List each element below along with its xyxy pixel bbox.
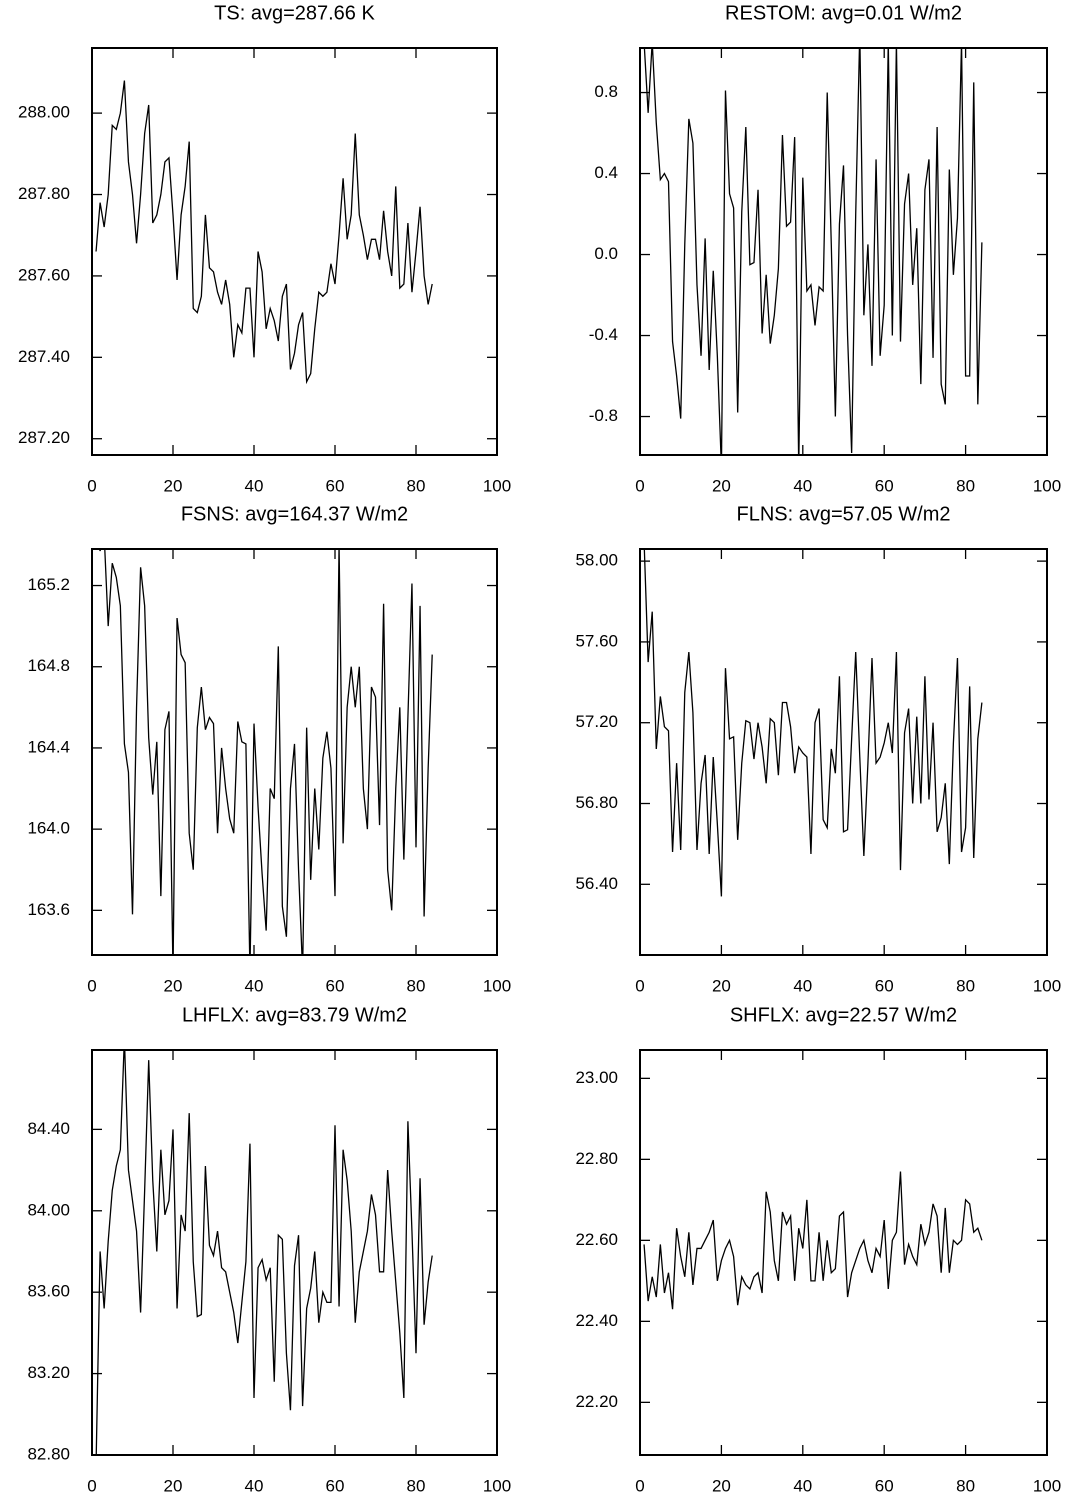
y-tick-label: 83.20 xyxy=(27,1363,70,1382)
y-tick-label: 56.40 xyxy=(575,874,618,893)
x-tick-label: 100 xyxy=(483,476,511,495)
x-tick-label: 0 xyxy=(87,1476,96,1494)
x-tick-label: 100 xyxy=(483,1476,511,1494)
x-tick-label: 60 xyxy=(326,976,345,995)
y-tick-label: 164.8 xyxy=(27,656,70,675)
x-tick-label: 80 xyxy=(407,976,426,995)
x-tick-label: 40 xyxy=(793,1476,812,1494)
data-line xyxy=(98,549,433,955)
data-line xyxy=(95,1050,433,1455)
y-tick-label: -0.4 xyxy=(589,325,618,344)
panel: FSNS: avg=164.37 W/m2 0 20 40 60 80 100 163.6 16… xyxy=(27,503,511,995)
y-tick-label: 287.40 xyxy=(18,347,70,366)
y-tick-label: 58.00 xyxy=(575,551,618,570)
x-tick-label: 80 xyxy=(407,1476,426,1494)
x-tick-label: 100 xyxy=(1033,1476,1061,1494)
x-tick-label: 40 xyxy=(245,1476,264,1494)
x-tick-label: 100 xyxy=(483,976,511,995)
y-tick-label: 164.0 xyxy=(27,819,70,838)
panel: FLNS: avg=57.05 W/m2 0 20 40 60 80 100 56.40 56.… xyxy=(575,503,1061,995)
x-tick-label: 0 xyxy=(87,476,96,495)
x-tick-label: 0 xyxy=(635,1476,644,1494)
x-tick-label: 20 xyxy=(712,976,731,995)
y-tick-label: 0.8 xyxy=(594,82,618,101)
x-tick-label: 100 xyxy=(1033,476,1061,495)
y-tick-label: 82.80 xyxy=(27,1444,70,1463)
y-tick-label: 22.20 xyxy=(575,1392,618,1411)
x-tick-label: 20 xyxy=(164,1476,183,1494)
x-tick-label: 60 xyxy=(326,476,345,495)
x-tick-label: 80 xyxy=(407,476,426,495)
x-tick-label: 0 xyxy=(635,476,644,495)
x-tick-label: 20 xyxy=(712,476,731,495)
y-tick-label: 22.60 xyxy=(575,1230,618,1249)
x-tick-label: 40 xyxy=(245,976,264,995)
data-line xyxy=(643,48,983,455)
panel-title: FSNS: avg=164.37 W/m2 xyxy=(181,503,408,525)
x-tick-label: 40 xyxy=(245,476,264,495)
y-tick-label: 57.60 xyxy=(575,631,618,650)
x-tick-label: 100 xyxy=(1033,976,1061,995)
plot-frame xyxy=(639,1049,1048,1456)
x-tick-label: 60 xyxy=(875,1476,894,1494)
x-tick-label: 20 xyxy=(164,476,183,495)
panel: TS: avg=287.66 K 0 20 40 60 80 100 287.20 287.40… xyxy=(18,2,511,495)
y-tick-label: 84.00 xyxy=(27,1200,70,1219)
y-tick-label: 57.20 xyxy=(575,712,618,731)
x-tick-label: 80 xyxy=(956,1476,975,1494)
x-tick-label: 60 xyxy=(326,1476,345,1494)
plot-frame xyxy=(639,548,1048,956)
y-tick-label: -0.8 xyxy=(589,406,618,425)
y-tick-label: 56.80 xyxy=(575,793,618,812)
x-tick-label: 0 xyxy=(635,976,644,995)
y-tick-label: 22.80 xyxy=(575,1149,618,1168)
panel-title: TS: avg=287.66 K xyxy=(214,2,375,24)
y-tick-label: 287.60 xyxy=(18,265,70,284)
plot-frame xyxy=(639,47,1048,456)
x-tick-label: 80 xyxy=(956,976,975,995)
y-tick-label: 287.20 xyxy=(18,428,70,447)
x-tick-label: 80 xyxy=(956,476,975,495)
panel: SHFLX: avg=22.57 W/m2 0 20 40 60 80 100 22.20 22… xyxy=(575,1004,1061,1494)
y-tick-label: 163.6 xyxy=(27,900,70,919)
x-tick-label: 60 xyxy=(875,976,894,995)
x-tick-label: 40 xyxy=(793,976,812,995)
data-line xyxy=(643,549,983,897)
x-tick-label: 60 xyxy=(875,476,894,495)
x-tick-label: 20 xyxy=(164,976,183,995)
y-tick-label: 164.4 xyxy=(27,737,70,756)
plot-frame xyxy=(91,47,498,456)
y-tick-label: 0.4 xyxy=(594,163,618,182)
panel-title: RESTOM: avg=0.01 W/m2 xyxy=(725,2,962,24)
y-tick-label: 84.40 xyxy=(27,1119,70,1138)
panel: RESTOM: avg=0.01 W/m2 0 20 40 60 80 100 -0.8 -0.… xyxy=(589,2,1061,495)
panel-title: FLNS: avg=57.05 W/m2 xyxy=(737,503,951,525)
data-line xyxy=(95,80,433,385)
y-tick-label: 0.0 xyxy=(594,244,618,263)
panel-title: LHFLX: avg=83.79 W/m2 xyxy=(182,1004,407,1026)
panel: LHFLX: avg=83.79 W/m2 0 20 40 60 80 100 82.80 83… xyxy=(27,1004,511,1494)
panel-title: SHFLX: avg=22.57 W/m2 xyxy=(730,1004,957,1026)
y-tick-label: 23.00 xyxy=(575,1068,618,1087)
data-line xyxy=(643,1171,983,1310)
y-tick-label: 22.40 xyxy=(575,1311,618,1330)
x-tick-label: 0 xyxy=(87,976,96,995)
y-tick-label: 83.60 xyxy=(27,1282,70,1301)
x-tick-label: 20 xyxy=(712,1476,731,1494)
y-tick-label: 287.80 xyxy=(18,184,70,203)
x-tick-label: 40 xyxy=(793,476,812,495)
plot-frame xyxy=(91,548,498,956)
y-tick-label: 165.2 xyxy=(27,575,70,594)
y-tick-label: 288.00 xyxy=(18,103,70,122)
plot-frame xyxy=(91,1049,498,1456)
